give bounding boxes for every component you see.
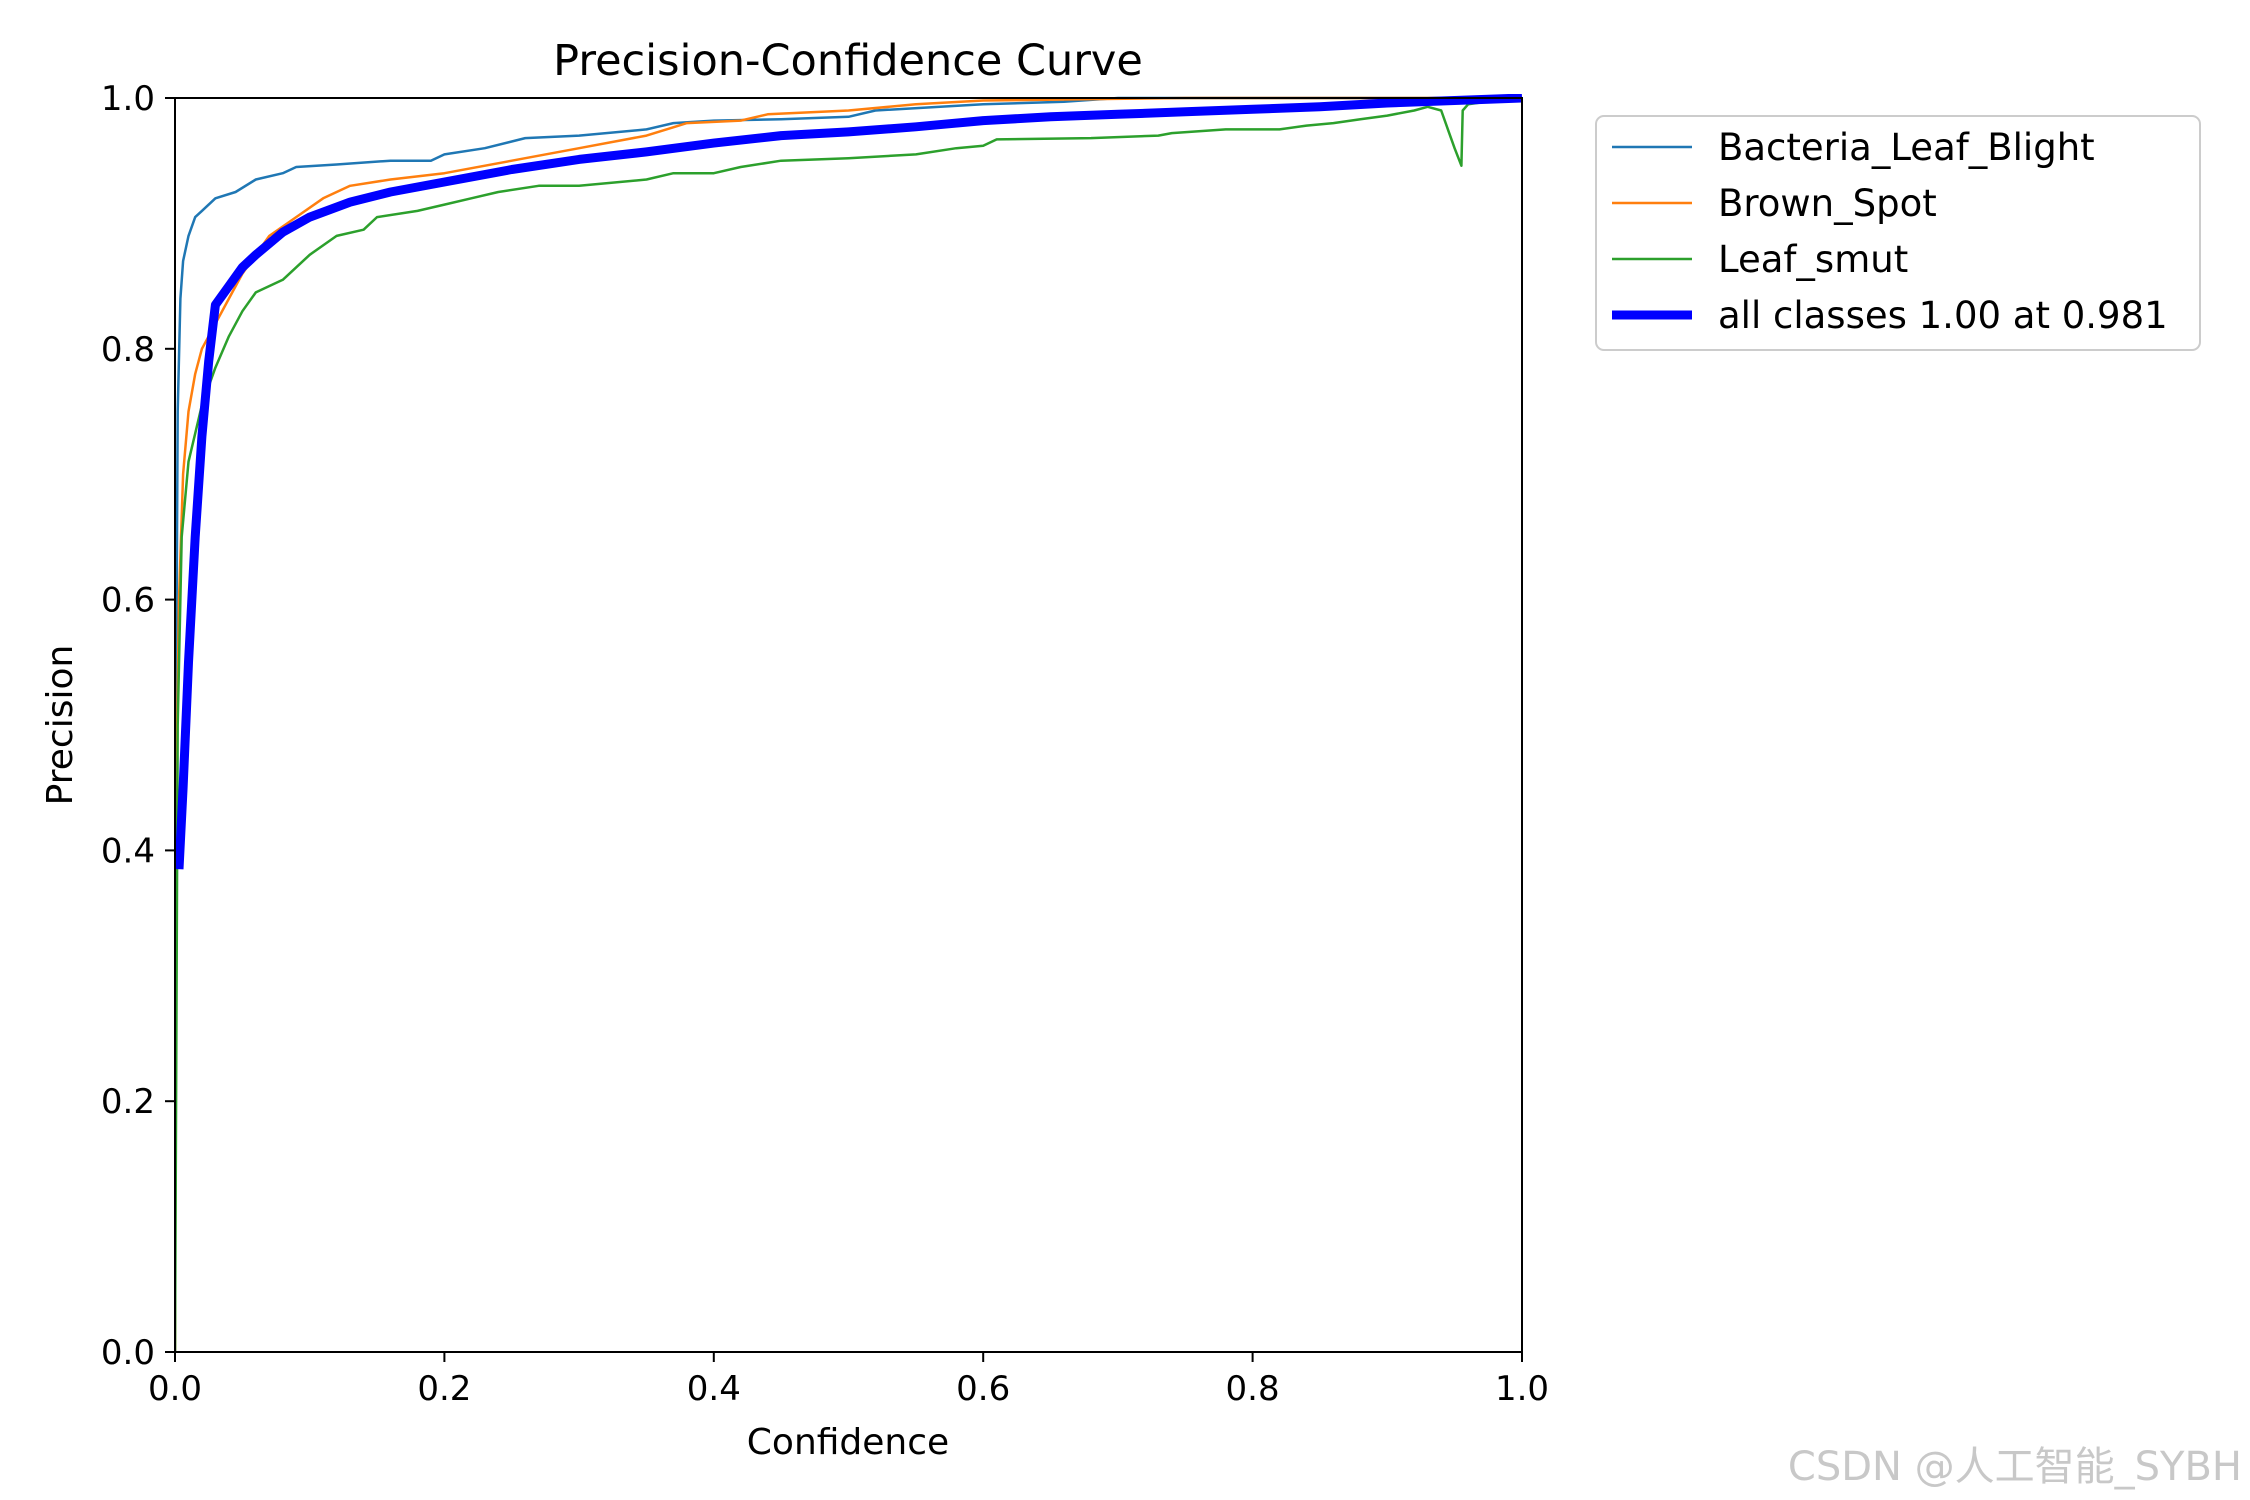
y-tick-label: 0.8 <box>101 330 155 370</box>
y-axis-label: Precision <box>40 645 81 806</box>
y-tick-label: 1.0 <box>101 79 155 119</box>
series-line-brown-spot <box>175 96 1522 1353</box>
x-tick-label: 0.8 <box>1226 1369 1280 1409</box>
series-layer <box>175 94 1523 1353</box>
legend-label: Brown_Spot <box>1718 182 1937 225</box>
series-line-all-classes-1-00-at-0-981 <box>175 94 1523 870</box>
series-line-bacteria-leaf-blight <box>175 96 1522 1353</box>
plot-frame <box>174 97 1523 1353</box>
x-tick-label: 0.4 <box>687 1369 741 1409</box>
legend-label: Leaf_smut <box>1718 238 1908 281</box>
legend-entries: Bacteria_Leaf_Blight Brown_Spot Leaf_smuta… <box>1612 126 2168 337</box>
legend-box <box>1595 115 2201 351</box>
legend-label: Bacteria_Leaf_Blight <box>1718 126 2095 169</box>
y-tick-label: 0.0 <box>101 1333 155 1373</box>
y-axis-ticks: 0.0 0.2 0.4 0.6 0.8 1.0 <box>101 79 175 1373</box>
y-tick-label: 0.4 <box>101 831 155 871</box>
legend-label: all classes 1.00 at 0.981 <box>1718 294 2168 337</box>
x-tick-label: 1.0 <box>1495 1369 1549 1409</box>
x-axis-label: Confidence <box>747 1422 949 1463</box>
x-axis-ticks: 0.0 0.2 0.4 0.6 0.8 1.0 <box>148 1352 1549 1409</box>
x-tick-label: 0.0 <box>148 1369 202 1409</box>
chart-title: Precision-Confidence Curve <box>553 36 1143 86</box>
y-tick-label: 0.2 <box>101 1082 155 1122</box>
x-tick-label: 0.2 <box>417 1369 471 1409</box>
watermark: CSDN @人工智能_SYBH <box>1788 1444 2242 1490</box>
y-tick-label: 0.6 <box>101 581 155 621</box>
x-tick-label: 0.6 <box>956 1369 1010 1409</box>
series-line-leaf-smut <box>175 96 1523 1353</box>
plot-area <box>174 94 1523 1353</box>
legend: Bacteria_Leaf_Blight Brown_Spot Leaf_smuta… <box>1595 115 2201 351</box>
